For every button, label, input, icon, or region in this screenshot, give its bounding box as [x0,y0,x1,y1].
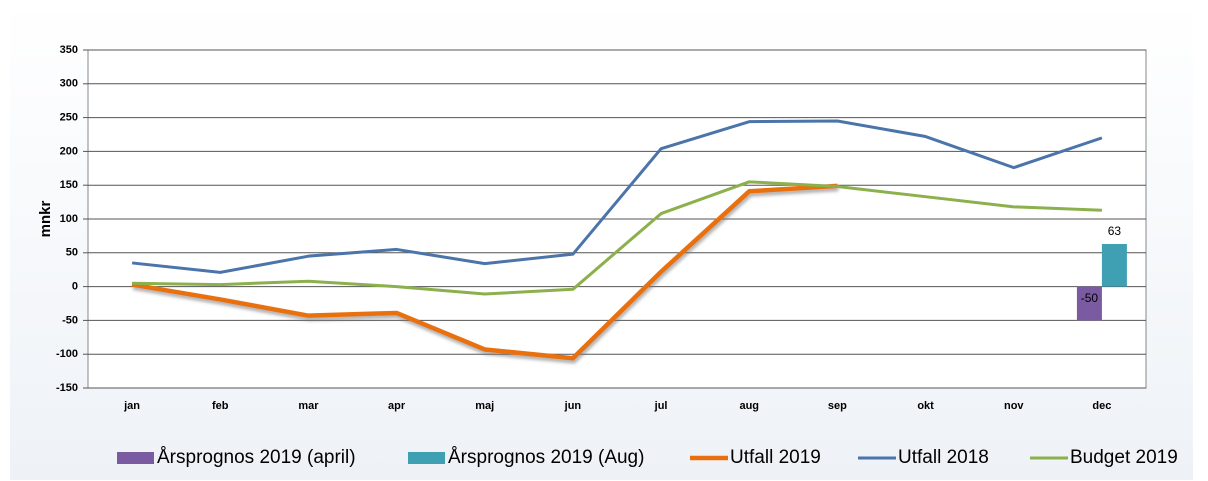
y-tick-label: 200 [60,145,78,157]
x-tick-label: dec [1092,400,1111,412]
legend-label: Årsprognos 2019 (Aug) [448,447,644,468]
x-tick-label: sep [828,400,847,412]
x-tick-label: aug [739,400,759,412]
line [132,180,1102,296]
line [131,183,838,361]
x-tick-label: okt [917,400,934,412]
y-axis-label: mnkr [37,201,54,238]
line [131,119,1103,274]
x-tick-label: jun [564,400,582,412]
y-tick-label: 350 [60,44,78,56]
y-tick-label: -150 [56,382,78,394]
x-tick-label: feb [212,400,229,412]
bar [1101,244,1127,287]
legend-label: Budget 2019 [1070,447,1178,468]
legend-swatch [117,452,154,464]
y-tick-label: 150 [60,179,78,191]
legend-label: Utfall 2019 [730,447,821,468]
y-tick-label: -100 [56,348,78,360]
data-label: -50 [1081,291,1099,305]
x-tick-label: apr [388,400,406,412]
x-tick-label: nov [1004,400,1024,412]
x-tick-label: jul [654,400,668,412]
x-tick-label: mar [298,400,319,412]
y-tick-label: 100 [60,213,78,225]
bar [1076,286,1102,321]
y-tick-label: 300 [60,78,78,90]
legend-label: Årsprognos 2019 (april) [157,447,356,468]
y-tick-label: 250 [60,112,78,124]
x-tick-label: jan [123,400,140,412]
y-tick-label: 50 [66,247,78,259]
data-label: 63 [1108,224,1122,238]
legend-label: Utfall 2018 [898,447,989,468]
legend-swatch [408,452,445,464]
y-tick-label: 0 [72,281,78,293]
x-tick-label: maj [475,400,494,412]
y-tick-label: -50 [62,314,78,326]
